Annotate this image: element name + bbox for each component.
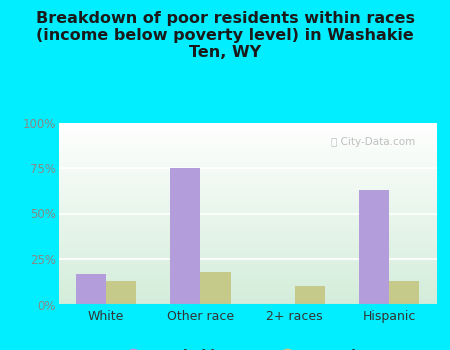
- Bar: [295, 286, 325, 304]
- Bar: [359, 190, 389, 304]
- Bar: [76, 274, 106, 304]
- Bar: [200, 272, 230, 304]
- Legend: Washakie Ten, Wyoming: Washakie Ten, Wyoming: [115, 344, 380, 350]
- Bar: [106, 281, 136, 304]
- Bar: [389, 281, 419, 304]
- Text: ⓘ City-Data.com: ⓘ City-Data.com: [331, 137, 415, 147]
- Text: Breakdown of poor residents within races
(income below poverty level) in Washaki: Breakdown of poor residents within races…: [36, 10, 414, 60]
- Bar: [170, 168, 200, 304]
